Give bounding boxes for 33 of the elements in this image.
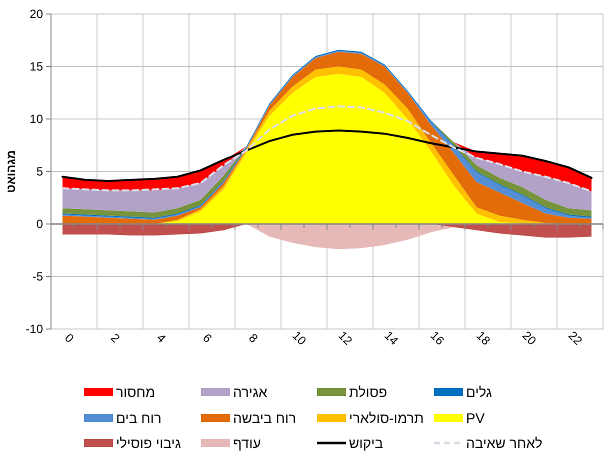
y-axis-title: מגהואט [4, 150, 18, 193]
legend-label: גלים [466, 384, 492, 400]
y-tick-label: 20 [30, 7, 44, 22]
legend-label: לאחר שאיבה [466, 434, 542, 451]
x-tick-label: 12 [336, 328, 356, 348]
x-tick-label: 16 [428, 328, 448, 348]
x-tick-label: 22 [566, 328, 586, 348]
legend-label: פסולת [349, 384, 388, 400]
x-tick-label: 14 [382, 328, 402, 348]
x-tick-label: 18 [474, 328, 494, 348]
y-tick-label: 10 [30, 112, 44, 126]
legend-label: תרמו-סולארי [349, 410, 424, 426]
y-tick-label: 0 [36, 217, 44, 232]
x-tick-label: 10 [290, 328, 310, 348]
legend-label: ביקוש [349, 434, 384, 451]
legend-label: רוח בים [116, 410, 162, 426]
x-tick-label: 4 [154, 330, 169, 346]
legend-label: PV [466, 410, 486, 426]
legend-label: גיבוי פוסילי [116, 434, 181, 451]
x-tick-label: 8 [246, 330, 261, 346]
y-tick-label: -5 [32, 270, 44, 284]
legend-label: מחסור [116, 384, 156, 400]
line-series [62, 130, 592, 182]
y-tick-label: -10 [26, 322, 44, 336]
x-tick-label: 2 [108, 330, 123, 346]
legend-label: רוח ביבשה [233, 410, 296, 426]
y-tick-label: 15 [30, 60, 44, 74]
x-tick-label: 0 [62, 330, 77, 346]
y-tick-label: 5 [36, 164, 44, 179]
x-tick-label: 20 [520, 328, 540, 348]
legend-label: אגירה [233, 384, 268, 400]
x-tick-label: 6 [200, 330, 215, 346]
legend-label: עודף [233, 434, 261, 451]
